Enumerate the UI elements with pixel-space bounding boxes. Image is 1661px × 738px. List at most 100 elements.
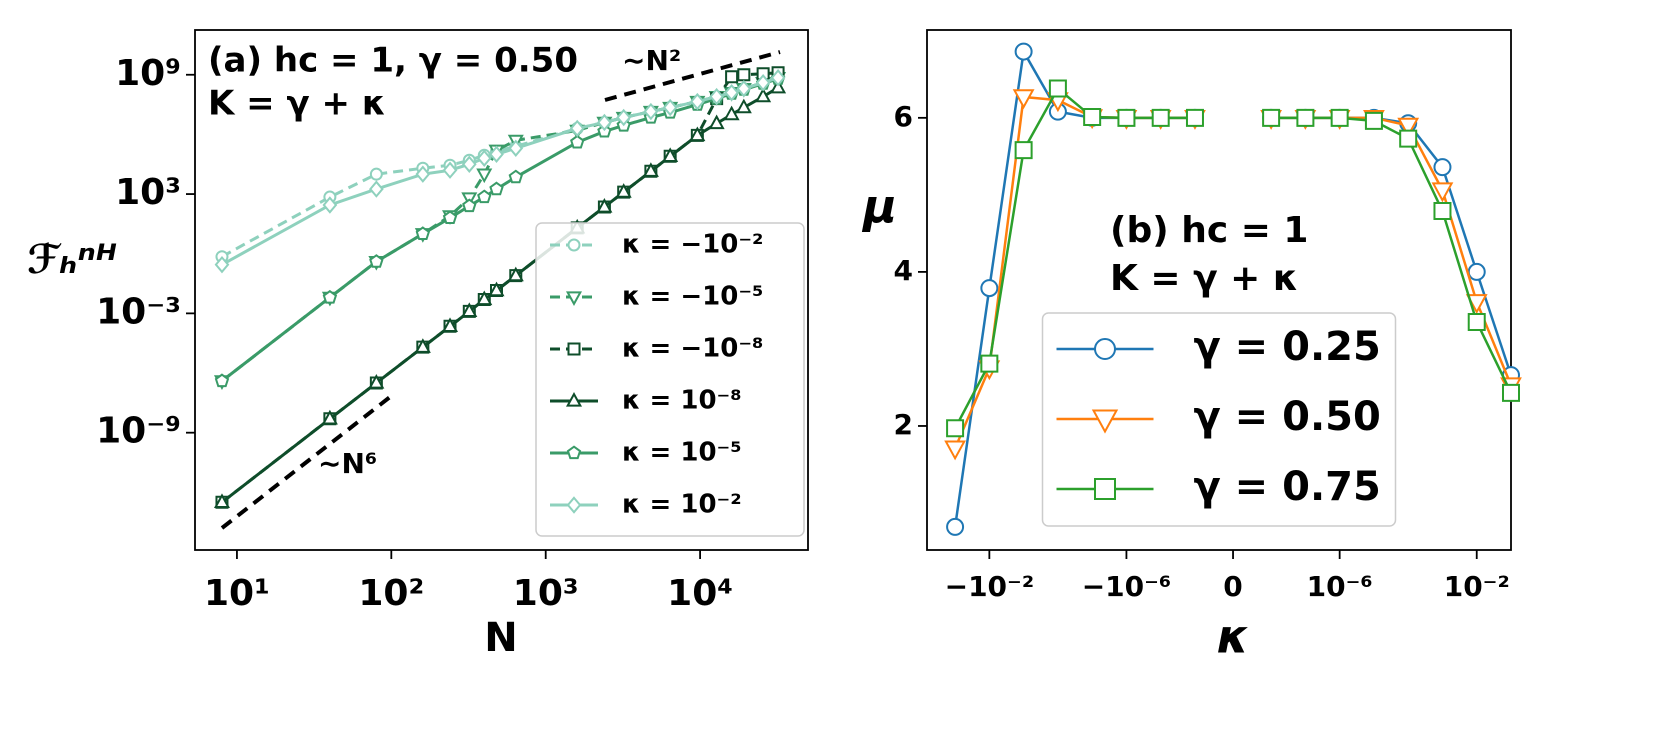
data-point: [489, 181, 504, 196]
plot-frame: [926, 29, 1512, 551]
data-point: [214, 373, 230, 388]
data-point: [1431, 182, 1454, 203]
guide-n2: [604, 50, 781, 102]
data-point: [736, 79, 752, 98]
data-point: [616, 108, 632, 127]
y-tick-label: 10⁻³: [96, 291, 181, 332]
data-point: [770, 69, 786, 87]
y-tick-label: 4: [894, 254, 913, 287]
x-axis-label: κ: [1217, 610, 1250, 664]
data-point: [1330, 108, 1349, 127]
guide-n6: [220, 395, 392, 530]
legend-marker: [567, 342, 581, 356]
y-tick-label: 10³: [115, 172, 181, 213]
data-point: [737, 68, 751, 82]
data-point: [1012, 89, 1035, 110]
data-point: [946, 419, 965, 438]
legend-label: κ = −10⁻²: [622, 230, 763, 260]
data-point: [597, 113, 612, 132]
data-point: [1151, 108, 1170, 127]
data-point: [508, 139, 524, 158]
data-point: [461, 302, 478, 318]
annotation: K = γ + κ: [1110, 258, 1298, 299]
data-point: [488, 281, 505, 297]
legend-label: κ = −10⁻⁵: [622, 282, 763, 312]
data-point: [1502, 383, 1520, 402]
data-point: [755, 74, 771, 92]
y-axis-label: ℱₕⁿᴴ: [27, 237, 117, 283]
data-point: [508, 169, 523, 184]
data-point: [489, 145, 504, 163]
annotation: (b) hc = 1: [1110, 210, 1308, 251]
data-point: [642, 162, 659, 177]
x-tick-label: 10³: [513, 573, 579, 614]
data-point: [944, 440, 966, 461]
legend-marker: [565, 291, 583, 306]
annotation: ∼N⁶: [318, 447, 377, 480]
legend-label: γ = 0.50: [1194, 394, 1381, 440]
x-tick-label: 10¹: [204, 573, 270, 614]
data-point: [369, 167, 383, 181]
x-tick-label: −10⁻²: [945, 570, 1034, 603]
data-point: [368, 374, 385, 389]
data-point: [770, 78, 787, 94]
data-point: [689, 92, 705, 111]
data-point: [662, 147, 679, 162]
data-point: [1185, 108, 1204, 127]
data-point: [442, 161, 458, 179]
data-point: [1467, 262, 1486, 281]
legend-marker: [565, 392, 583, 407]
data-point: [415, 226, 431, 240]
x-tick-label: 10⁻²: [1444, 570, 1510, 603]
data-point: [615, 183, 632, 198]
legend-label: κ = −10⁻⁸: [622, 334, 763, 364]
data-point: [1296, 108, 1315, 127]
data-point: [689, 126, 706, 142]
data-point: [643, 102, 659, 121]
data-point: [476, 168, 493, 184]
data-point: [415, 165, 431, 183]
legend-marker: [566, 445, 582, 460]
data-point: [476, 149, 492, 167]
legend-marker: [1094, 478, 1116, 500]
y-tick-label: 10⁻⁹: [96, 411, 181, 452]
data-point: [442, 210, 458, 225]
legend-label: κ = 10⁻⁸: [622, 386, 742, 416]
data-point: [980, 354, 999, 373]
data-point: [507, 266, 524, 282]
data-point: [1433, 202, 1452, 221]
data-point: [461, 155, 477, 173]
y-tick-label: 10⁹: [115, 53, 181, 94]
data-point: [946, 517, 965, 536]
legend-marker: [1094, 338, 1116, 360]
legend-box: [535, 222, 805, 537]
legend-label: γ = 0.75: [1194, 464, 1381, 510]
data-point: [723, 105, 740, 121]
data-point: [725, 70, 739, 84]
y-axis-label: μ: [861, 180, 897, 234]
legend-marker: [567, 238, 581, 252]
y-tick-label: 2: [894, 408, 913, 441]
data-point: [724, 83, 739, 102]
data-point: [322, 196, 338, 214]
annotation: (a) hc = 1, γ = 0.50: [208, 41, 578, 81]
data-point: [596, 198, 613, 213]
data-point: [755, 87, 772, 103]
data-point: [662, 98, 678, 117]
data-point: [1399, 129, 1418, 148]
data-point: [1364, 111, 1383, 130]
data-point: [1467, 312, 1486, 331]
data-point: [1397, 117, 1420, 138]
x-tick-label: 0: [1223, 570, 1242, 603]
data-point: [442, 317, 459, 332]
x-tick-label: −10⁻⁶: [1082, 570, 1171, 603]
plot-frame: [194, 29, 809, 551]
x-axis-label: N: [484, 615, 517, 661]
data-point: [1048, 79, 1067, 98]
data-point: [1014, 141, 1033, 160]
legend-marker: [566, 496, 582, 514]
data-point: [980, 279, 999, 298]
data-point: [321, 409, 338, 425]
